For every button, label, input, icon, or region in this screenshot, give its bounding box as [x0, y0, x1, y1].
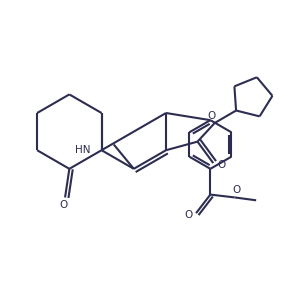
Text: O: O — [184, 210, 192, 219]
Text: O: O — [218, 160, 226, 170]
Text: O: O — [208, 111, 216, 121]
Text: O: O — [232, 185, 240, 195]
Text: HN: HN — [75, 145, 91, 155]
Text: O: O — [60, 200, 68, 210]
